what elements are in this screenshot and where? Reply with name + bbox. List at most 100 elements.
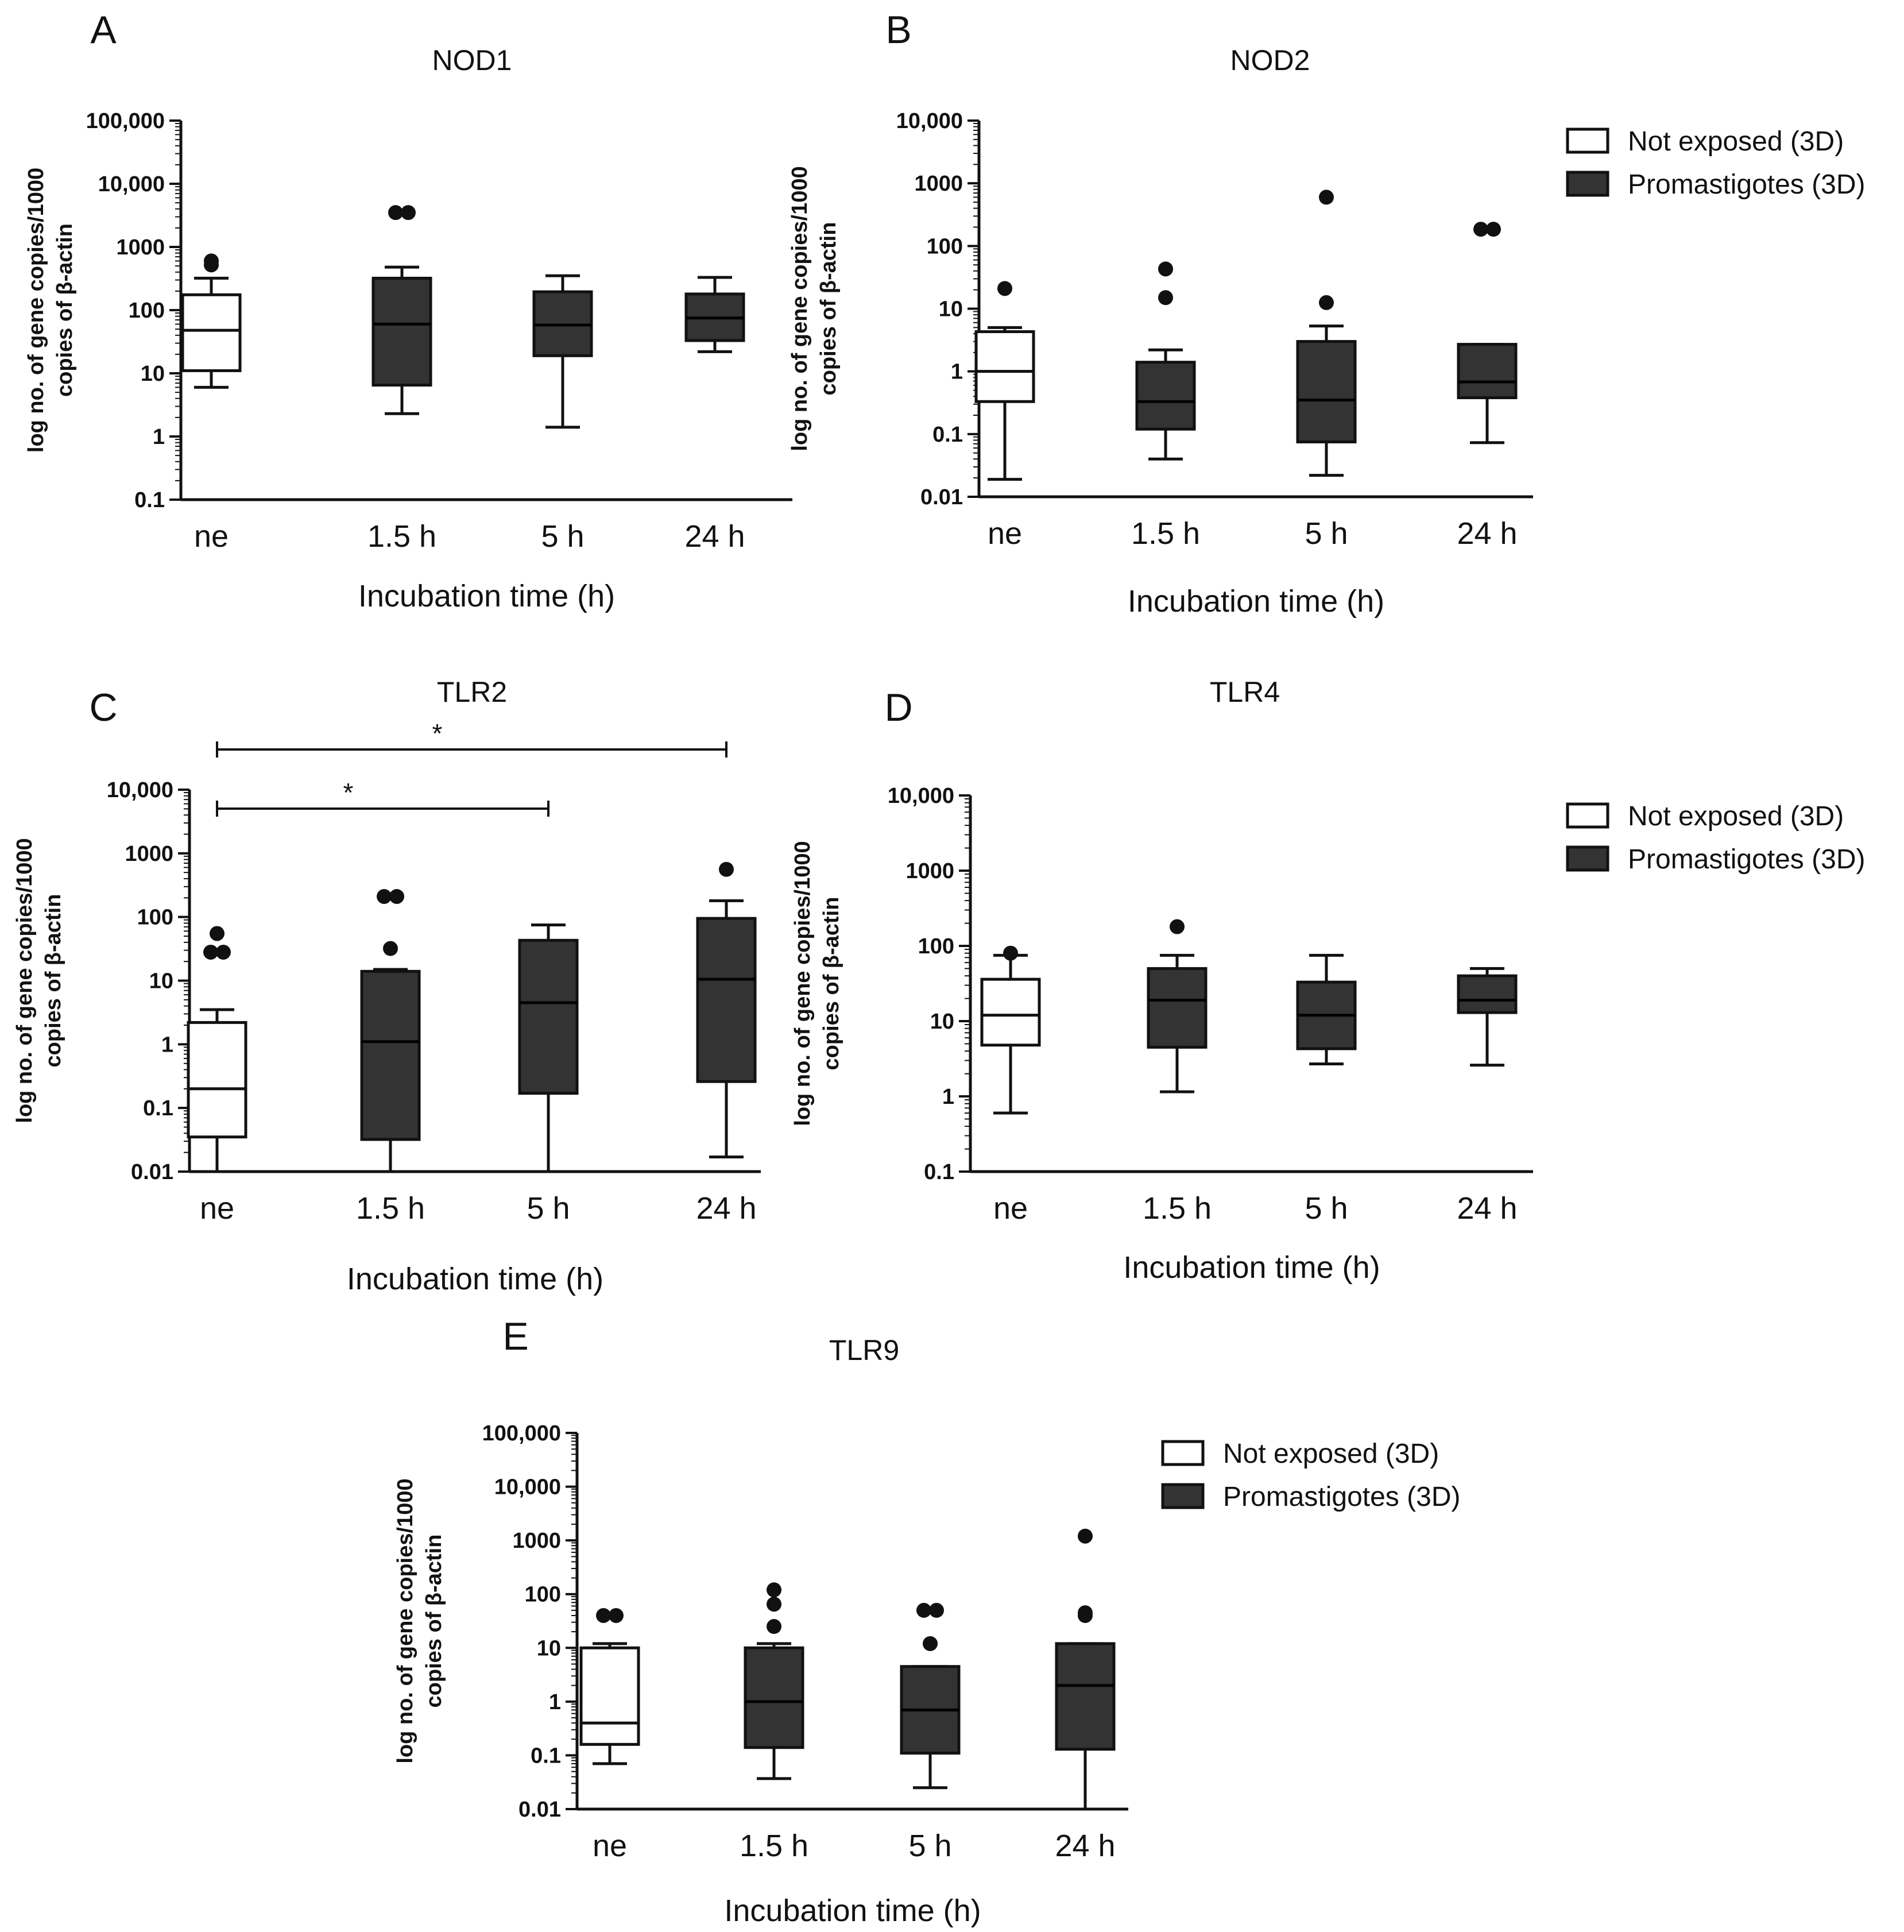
y-tick-label: 1 <box>549 1690 561 1714</box>
x-tick-label: ne <box>194 519 229 554</box>
y-tick-label: 0.1 <box>924 1160 954 1184</box>
y-tick-label: 10 <box>141 362 165 386</box>
y-axis-label-line2: copies of β-actin <box>422 1535 446 1708</box>
x-tick-label: 24 h <box>696 1191 756 1226</box>
panel-letter: C <box>89 686 117 729</box>
outlier-point <box>1158 290 1173 306</box>
x-tick-label: ne <box>988 516 1022 551</box>
panel-letter: D <box>884 686 912 729</box>
x-tick-label: 1.5 h <box>740 1829 808 1863</box>
chart-title: NOD2 <box>1230 44 1310 76</box>
panel-letter: E <box>502 1315 528 1358</box>
y-tick-label: 10,000 <box>494 1475 561 1500</box>
x-tick-label: ne <box>593 1829 627 1863</box>
outlier-point <box>609 1608 624 1623</box>
box <box>1296 340 1357 443</box>
box <box>1147 967 1208 1049</box>
x-axis-label: Incubation time (h) <box>358 579 615 613</box>
x-tick-label: 1.5 h <box>356 1191 425 1226</box>
y-tick-label: 10,000 <box>107 778 173 802</box>
y-tick-label: 100 <box>927 234 963 258</box>
legend: Not exposed (3D) Promastigotes (3D) <box>1161 1439 1460 1512</box>
y-tick-label: 10,000 <box>888 784 954 808</box>
y-tick-label: 100 <box>525 1583 561 1607</box>
x-tick-label: 24 h <box>1457 516 1517 551</box>
y-axis-label-line2: copies of β-actin <box>53 223 77 397</box>
x-tick-label: 1.5 h <box>367 519 436 554</box>
box <box>1055 1642 1116 1751</box>
outlier-point <box>401 205 416 221</box>
x-axis-label: Incubation time (h) <box>1128 584 1384 619</box>
legend-label: Not exposed (3D) <box>1628 801 1844 832</box>
y-axis-label-line1: log no. of gene copies/1000 <box>788 166 812 451</box>
chart-panel-e: E TLR9 0.01 0.1 1 10 100 1000 10,000 100,000 ne 1.5… <box>393 1315 1128 1928</box>
y-tick-label: 0.01 <box>131 1160 173 1184</box>
y-tick-label: 0.01 <box>920 485 963 509</box>
outlier-point <box>203 944 218 960</box>
x-tick-label: ne <box>993 1191 1028 1226</box>
outlier-point <box>767 1619 781 1635</box>
chart-panel-a: A NOD1 0.1 1 10 100 1000 10,000 100,000 ne 1.5 h 5 … <box>24 8 792 613</box>
y-axis-label-line1: log no. of gene copies/1000 <box>13 838 37 1123</box>
legend-label: Promastigotes (3D) <box>1628 844 1865 875</box>
outlier-point <box>929 1602 944 1618</box>
x-tick-label: 1.5 h <box>1143 1191 1212 1226</box>
x-axis-label: Incubation time (h) <box>724 1894 981 1928</box>
legend: Not exposed (3D) Promastigotes (3D) <box>1566 801 1865 875</box>
box <box>187 1021 247 1139</box>
x-axis-label: Incubation time (h) <box>1123 1250 1380 1285</box>
y-axis-label-line2: copies of β-actin <box>819 897 843 1071</box>
y-tick-label: 100,000 <box>482 1421 561 1446</box>
y-tick-label: 100 <box>918 934 954 959</box>
outlier-point <box>1003 945 1018 961</box>
legend-swatch <box>1161 1440 1205 1466</box>
y-tick-label: 0.1 <box>531 1744 561 1768</box>
chart-panel-c: C TLR2 0.01 0.1 1 10 100 1000 10,000 ne 1.5 h 5 h 24… <box>13 676 761 1296</box>
outlier-point <box>210 926 225 941</box>
box <box>1457 343 1518 400</box>
panel-letter: A <box>90 8 117 52</box>
box <box>744 1646 804 1749</box>
y-axis-label-line1: log no. of gene copies/1000 <box>393 1478 417 1763</box>
y-axis-label-line1: log no. of gene copies/1000 <box>24 168 48 453</box>
chart-panel-d: D TLR4 0.1 1 10 100 1000 10,000 ne 1.5 h 5 h 24 h In… <box>791 676 1533 1285</box>
box <box>974 330 1035 403</box>
outlier-point <box>216 944 231 960</box>
x-tick-label: 5 h <box>527 1191 570 1226</box>
outlier-point <box>1078 1528 1093 1544</box>
y-tick-label: 0.1 <box>143 1096 173 1120</box>
y-tick-label: 10 <box>149 969 173 994</box>
box <box>696 917 757 1083</box>
y-tick-label: 1 <box>951 360 963 384</box>
x-axis-label: Incubation time (h) <box>347 1262 603 1296</box>
x-tick-label: 5 h <box>908 1829 951 1863</box>
chart-title: NOD1 <box>432 44 512 76</box>
outlier-point <box>767 1597 781 1612</box>
legend-label: Not exposed (3D) <box>1223 1439 1439 1469</box>
x-tick-label: ne <box>200 1191 234 1226</box>
x-tick-label: 5 h <box>541 519 584 554</box>
chart-title: TLR2 <box>437 676 507 708</box>
y-tick-label: 10,000 <box>896 109 963 133</box>
y-tick-label: 1 <box>942 1085 954 1109</box>
x-tick-label: 5 h <box>1305 1191 1348 1226</box>
chart-panel-b: B NOD2 0.01 0.1 1 10 100 1000 10,000 ne 1.5 h 5 h 24… <box>788 8 1533 619</box>
y-tick-label: 1000 <box>914 172 963 196</box>
outlier-point <box>1078 1605 1093 1621</box>
y-tick-label: 1000 <box>125 842 173 866</box>
legend-swatch <box>1566 802 1609 829</box>
y-tick-label: 100,000 <box>86 109 165 133</box>
box <box>360 969 421 1141</box>
legend-label: Promastigotes (3D) <box>1628 169 1865 200</box>
y-tick-label: 0.1 <box>134 488 165 512</box>
legend-swatch <box>1161 1483 1205 1509</box>
outlier-point <box>1319 295 1334 310</box>
y-axis-label-line1: log no. of gene copies/1000 <box>791 841 815 1126</box>
y-tick-label: 0.1 <box>932 423 963 447</box>
outlier-point <box>1319 190 1334 205</box>
outlier-point <box>388 205 403 221</box>
legend: Not exposed (3D) Promastigotes (3D) <box>1566 126 1865 200</box>
box <box>371 276 432 387</box>
y-tick-label: 10,000 <box>98 172 165 196</box>
